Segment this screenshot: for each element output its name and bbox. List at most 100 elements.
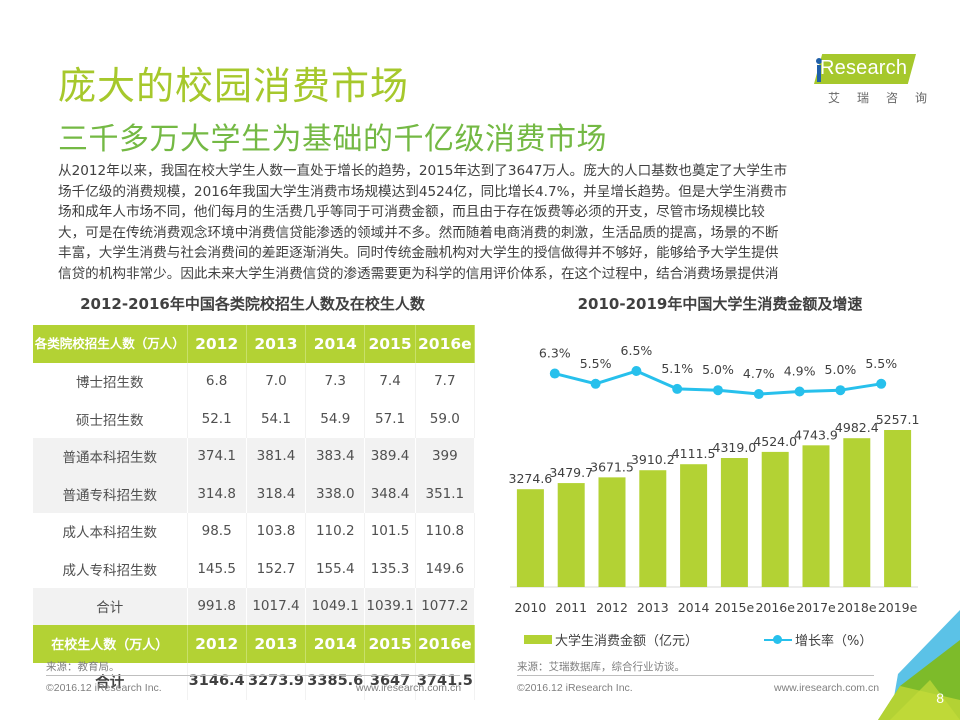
x-tick-label: 2010 [514,600,546,615]
intro-line: 场和成年人市场不同，他们每月的生活费几乎等同于可消费金额，而且由于存在饭费等必须… [58,204,765,220]
footer-copyright-left: ©2016.12 iResearch Inc. [46,682,162,694]
table-header2-year: 2014 [305,625,366,663]
x-tick-label: 2016e [755,600,795,615]
growth-rate-label: 6.3% [539,346,571,361]
cell: 7.0 [246,362,307,400]
table-header-year: 2012 [187,325,247,363]
x-tick-label: 2015e [715,600,755,615]
cell: 3741.5 [415,662,476,700]
row-label: 成人本科招生数 [33,512,188,550]
bar-data-label: 4319.0 [713,440,757,455]
table-header-row: 各类院校招生人数（万人） 2012 2013 2014 2015 2016e [33,325,476,363]
growth-rate-label: 5.0% [702,362,734,377]
bar-data-label: 5257.1 [876,412,920,427]
cell: 389.4 [364,437,416,475]
consumption-chart: 3274.63479.73671.53910.24111.54319.04524… [509,343,920,615]
cell: 57.1 [364,400,416,438]
corner-yellow-shape [890,680,960,720]
growth-rate-label: 4.9% [784,363,816,378]
table-header2-label: 在校生人数（万人） [33,625,188,663]
cell: 135.3 [364,550,416,588]
cell: 98.5 [187,512,247,550]
chart-title: 2010-2019年中国大学生消费金额及增速 [577,295,863,313]
logo-i-stem-icon [817,65,821,82]
cell: 3146.4 [187,662,247,700]
cell: 399 [415,437,476,475]
growth-rate-point [590,378,601,389]
cell: 991.8 [187,587,247,625]
table-header-row-2: 在校生人数（万人） 2012 2013 2014 2015 2016e [33,625,476,663]
cell: 110.2 [305,512,366,550]
bar-data-label: 3274.6 [509,471,553,486]
table-header2-year: 2016e [415,625,476,663]
row-label: 博士招生数 [33,362,188,400]
growth-rate-point [876,378,887,389]
cell: 7.3 [305,362,366,400]
cell: 381.4 [246,437,307,475]
bar-data-label: 4982.4 [835,420,879,435]
table-source: 来源：教育局。 [46,661,120,673]
legend-line-marker-icon [764,635,792,644]
cell: 348.4 [364,475,416,513]
growth-rate-point [794,386,805,397]
intro-line: 场千亿级的消费规模，2016年我国大学生消费市场规模达到4524亿，同比增长4.… [58,183,788,200]
bar-data-label: 4743.9 [794,427,838,442]
legend-item-growth: 增长率（%） [764,630,872,649]
intro-line: 大，可是在传统消费观念环境中消费信贷能渗透的领域并不多。然而随着电商消费的刺激，… [58,224,779,241]
cell: 149.6 [415,550,476,588]
bar [761,451,789,587]
bar [557,483,585,587]
table-header-year: 2013 [246,325,307,363]
x-tick-label: 2011 [555,600,587,615]
cell: 1049.1 [305,587,366,625]
cell: 3273.9 [246,662,307,700]
bar [720,458,748,587]
logo-brand-text: Research [820,57,908,79]
row-label: 普通专科招生数 [33,475,188,513]
bar-data-label: 3479.7 [549,465,593,480]
x-tick-label: 2017e [796,600,836,615]
table-row: 硕士招生数 52.1 54.1 54.9 57.1 59.0 [33,400,476,438]
growth-rate-label: 5.5% [580,356,612,371]
cell: 145.5 [187,550,247,588]
table-header-year: 2014 [305,325,366,363]
legend-item-amount: 大学生消费金额（亿元） [524,630,698,649]
right-divider [517,675,874,676]
table-header2-year: 2012 [187,625,247,663]
bar [843,438,871,587]
cell: 374.1 [187,437,247,475]
bar-data-label: 3910.2 [631,452,675,467]
cell: 3647 [364,662,416,700]
page-title: 庞大的校园消费市场 [58,64,410,108]
cell: 3385.6 [305,662,366,700]
cell: 110.8 [415,512,476,550]
table-row: 普通本科招生数 374.1 381.4 383.4 389.4 399 [33,437,476,475]
bar [802,445,830,587]
cell: 7.7 [415,362,476,400]
footer-copyright-right: ©2016.12 iResearch Inc. [517,682,633,694]
table-row: 成人专科招生数 145.5 152.7 155.4 135.3 149.6 [33,550,476,588]
footer-website-left: www.iresearch.com.cn [356,682,462,694]
table-row-total: 合计 3146.4 3273.9 3385.6 3647 3741.5 [33,662,476,700]
cell: 155.4 [305,550,366,588]
bar [680,464,708,587]
cell: 351.1 [415,475,476,513]
table-header-year: 2016e [415,325,476,363]
x-tick-label: 2012 [596,600,628,615]
x-tick-label: 2013 [637,600,669,615]
logo-banner [814,54,916,84]
iresearch-logo: Research 艾瑞咨询 [792,54,927,110]
row-label: 合计 [33,587,188,625]
cell: 52.1 [187,400,247,438]
growth-rate-point [713,385,723,396]
x-tick-label: 2019e [878,600,918,615]
row-label: 合计 [33,662,188,700]
legend-label-amount: 大学生消费金额（亿元） [555,634,699,649]
row-label: 成人专科招生数 [33,550,188,588]
page-subtitle: 三千多万大学生为基础的千亿级消费市场 [58,122,607,157]
cell: 1077.2 [415,587,476,625]
cell: 1017.4 [246,587,307,625]
intro-line: 丰富，大学生消费与社会消费间的差距逐渐消失。同时传统金融机构对大学生的授信做得并… [58,245,779,261]
logo-chinese-text: 艾瑞咨询 [828,91,945,105]
table-row-subtotal: 合计 991.8 1017.4 1049.1 1039.1 1077.2 [33,587,476,625]
